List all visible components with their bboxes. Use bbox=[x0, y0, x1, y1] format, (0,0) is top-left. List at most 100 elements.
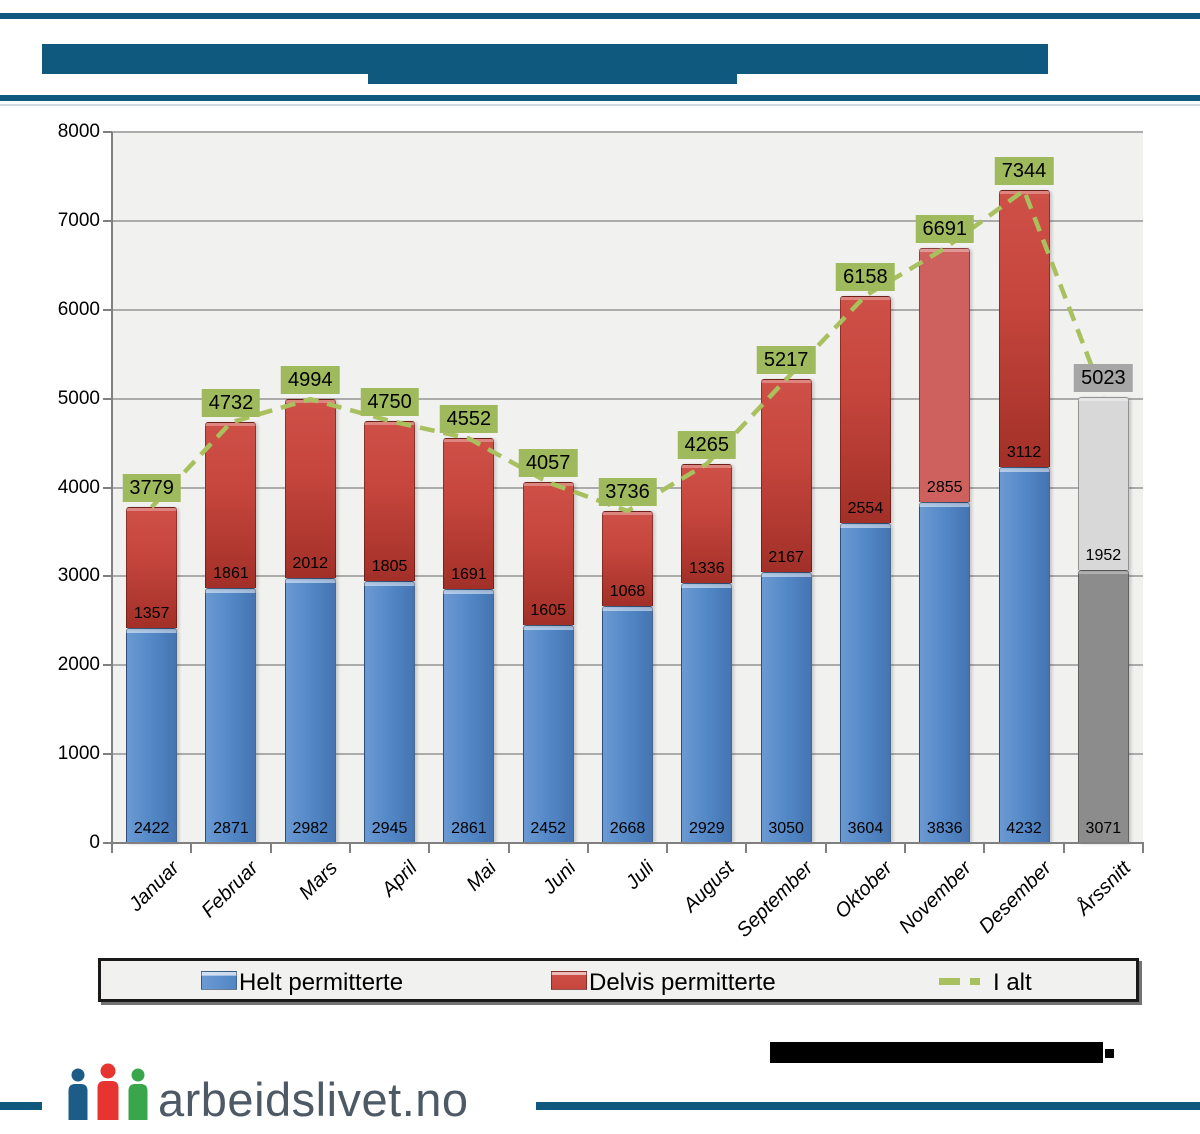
y-axis-tick-label: 6000 bbox=[57, 298, 100, 320]
y-axis-tick bbox=[103, 753, 112, 756]
y-axis-tick-label: 7000 bbox=[57, 209, 100, 231]
legend-dash-icon bbox=[939, 978, 960, 985]
delvis-value-label: 3112 bbox=[1006, 443, 1042, 461]
y-axis-tick bbox=[103, 397, 112, 400]
gridline bbox=[112, 131, 1143, 133]
delvis-value-label: 1336 bbox=[689, 559, 725, 577]
total-value-label: 4994 bbox=[281, 366, 340, 395]
bar-segment-helt: 2982 bbox=[284, 577, 336, 843]
redacted-title-block bbox=[42, 44, 1048, 74]
helt-value-label: 2871 bbox=[213, 819, 249, 837]
y-axis-line bbox=[111, 132, 113, 844]
bar-segment-delvis: 2012 bbox=[284, 399, 336, 578]
x-axis-tick bbox=[824, 843, 827, 853]
legend-label-helt: Helt permitterte bbox=[239, 969, 404, 996]
x-axis-tick bbox=[269, 843, 272, 853]
bar-segment-delvis: 2855 bbox=[919, 248, 971, 503]
x-axis-category-label: September bbox=[732, 857, 818, 942]
bar-segment-delvis: 1691 bbox=[443, 438, 495, 589]
x-axis-category-label: Januar bbox=[124, 857, 184, 916]
total-value-label: 4265 bbox=[677, 430, 737, 459]
x-axis-category-label: August bbox=[678, 857, 739, 917]
y-axis-tick bbox=[103, 486, 112, 489]
bar-segment-delvis: 1605 bbox=[522, 482, 574, 626]
three-people-icon bbox=[68, 1063, 148, 1120]
bar-segment-helt: 4232 bbox=[998, 466, 1050, 843]
bar-segment-helt: 3071 bbox=[1077, 570, 1129, 843]
helt-value-label: 2929 bbox=[689, 819, 725, 837]
x-axis-category-label: Mai bbox=[462, 857, 501, 896]
total-value-label: 6158 bbox=[836, 262, 895, 291]
legend-label-delvis: Delvis permitterte bbox=[589, 969, 776, 996]
delvis-value-label: 1861 bbox=[213, 564, 249, 582]
legend-label-ialt: I alt bbox=[993, 969, 1032, 996]
total-value-label: 4732 bbox=[201, 389, 261, 418]
bar-segment-delvis: 1805 bbox=[364, 420, 416, 582]
delvis-value-label: 1952 bbox=[1085, 547, 1122, 565]
x-axis-category-label: Mars bbox=[294, 857, 342, 904]
gridline bbox=[112, 219, 1143, 222]
helt-value-label: 2982 bbox=[292, 819, 329, 837]
gridline bbox=[112, 308, 1143, 311]
bar-segment-helt: 2452 bbox=[522, 625, 574, 843]
x-axis-category-label: Juni bbox=[538, 857, 580, 899]
bar-segment-helt: 2929 bbox=[681, 582, 733, 843]
total-value-label: 6691 bbox=[915, 215, 974, 244]
header-rule bbox=[0, 95, 1200, 101]
y-axis-tick-label: 0 bbox=[89, 832, 100, 853]
bar-segment-delvis: 1336 bbox=[681, 463, 733, 583]
x-axis-category-label: Årssnitt bbox=[1072, 857, 1135, 920]
legend: Helt permitterte Delvis permitterte I al… bbox=[98, 958, 1139, 1002]
x-axis-category-label: Oktober bbox=[831, 857, 897, 923]
helt-value-label: 3071 bbox=[1085, 819, 1122, 837]
helt-value-label: 2422 bbox=[133, 819, 170, 837]
x-axis-tick bbox=[111, 843, 113, 853]
x-axis-tick bbox=[666, 843, 669, 853]
x-axis-tick bbox=[428, 843, 431, 853]
y-axis-tick-label: 1000 bbox=[57, 743, 100, 765]
footer-left-rule bbox=[0, 1102, 42, 1110]
helt-value-label: 2668 bbox=[609, 819, 646, 837]
total-value-label: 5023 bbox=[1074, 363, 1133, 392]
helt-value-label: 2452 bbox=[530, 819, 566, 837]
x-axis-tick bbox=[1142, 843, 1144, 853]
bar-segment-delvis: 1068 bbox=[602, 510, 653, 606]
delvis-value-label: 2855 bbox=[926, 479, 963, 497]
total-value-label: 3779 bbox=[122, 474, 181, 503]
footer-right-rule bbox=[536, 1102, 1200, 1110]
helt-value-label: 2945 bbox=[371, 819, 408, 837]
delvis-value-label: 1068 bbox=[609, 582, 646, 600]
y-axis-tick bbox=[103, 664, 112, 667]
legend-swatch-helt bbox=[201, 971, 237, 990]
x-axis-tick bbox=[507, 843, 510, 853]
x-axis-line bbox=[103, 842, 1144, 844]
total-value-label: 7344 bbox=[994, 157, 1054, 186]
total-value-label: 4057 bbox=[518, 449, 578, 478]
x-axis-tick bbox=[348, 843, 351, 853]
x-axis-tick bbox=[586, 843, 589, 853]
bar-segment-helt: 3604 bbox=[839, 522, 891, 843]
y-axis-tick bbox=[103, 575, 112, 578]
helt-value-label: 4232 bbox=[1006, 819, 1042, 837]
x-axis-category-label: Februar bbox=[197, 857, 263, 923]
legend-dash-icon bbox=[970, 978, 980, 985]
bar-segment-delvis: 1952 bbox=[1077, 396, 1129, 571]
delvis-value-label: 1691 bbox=[451, 565, 487, 583]
y-axis-tick-label: 3000 bbox=[57, 565, 100, 587]
bar-segment-delvis: 2554 bbox=[839, 295, 891, 523]
gridline bbox=[112, 397, 1143, 400]
legend-swatch-delvis bbox=[551, 971, 587, 990]
bar-segment-helt: 2422 bbox=[126, 627, 178, 843]
helt-value-label: 3836 bbox=[926, 819, 963, 837]
delvis-value-label: 2554 bbox=[847, 499, 884, 517]
y-axis-tick-label: 2000 bbox=[57, 654, 100, 676]
delvis-value-label: 1357 bbox=[133, 604, 170, 622]
header-rule-shadow bbox=[0, 104, 1200, 106]
x-axis-category-label: November bbox=[895, 857, 977, 938]
bar-segment-helt: 2861 bbox=[443, 588, 495, 843]
helt-value-label: 3050 bbox=[768, 819, 804, 837]
bar-segment-helt: 2871 bbox=[205, 587, 257, 843]
total-value-label: 4750 bbox=[360, 387, 419, 416]
bar-segment-delvis: 1357 bbox=[126, 507, 178, 628]
helt-value-label: 3604 bbox=[847, 819, 884, 837]
